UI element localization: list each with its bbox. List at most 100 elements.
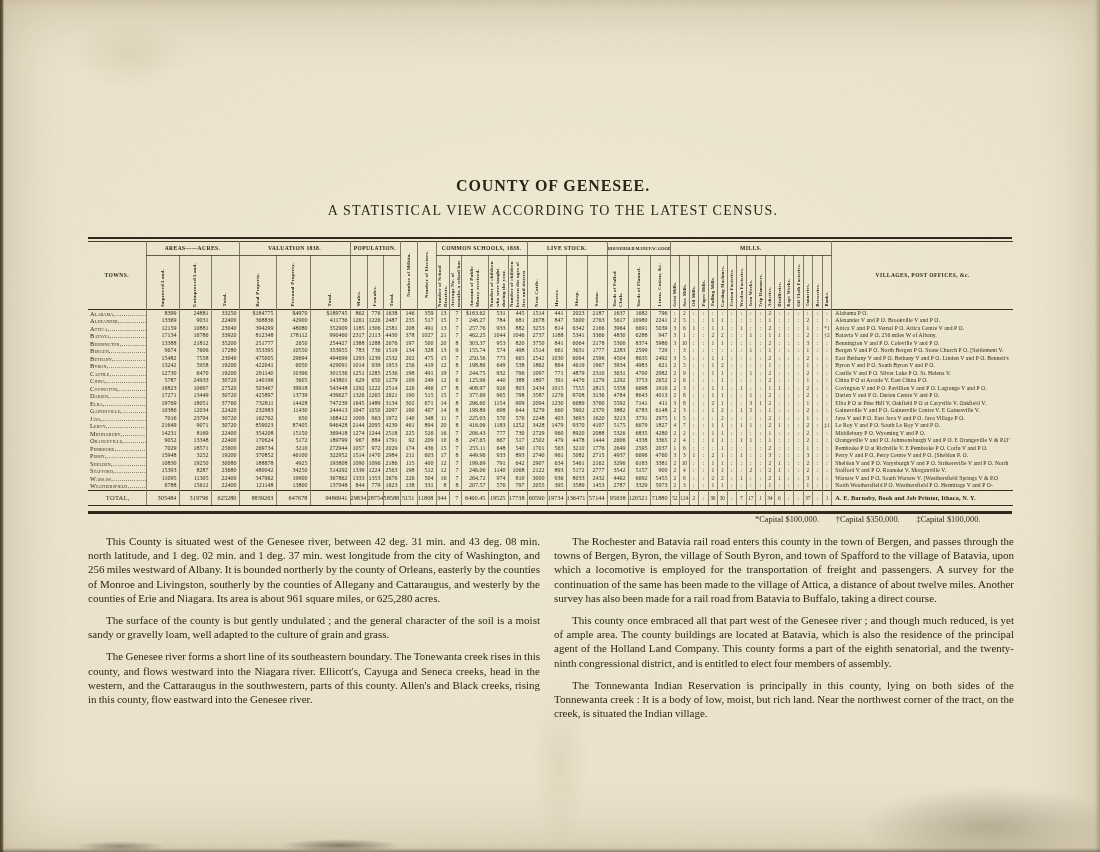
table-cell: 174 [400, 445, 417, 453]
table-cell: 2 [765, 475, 775, 483]
total-cell: 124 [680, 490, 690, 505]
table-cell: 1 [718, 437, 728, 445]
table-cell: 1519 [383, 347, 400, 355]
column-header: Number of children who were taught durin… [488, 255, 508, 309]
table-cell: : [794, 385, 804, 393]
table-cell: 1 [718, 422, 728, 430]
table-cell: 2 [803, 392, 813, 400]
table-cell: 8 [449, 482, 461, 490]
table-cell: 2 [670, 467, 680, 475]
table-cell: 12730 [146, 370, 179, 378]
table-cell: 3366 [587, 332, 607, 340]
column-header: Unimproved Land. [179, 255, 211, 309]
table-cell: 2729 [527, 430, 547, 438]
table-cell: : [708, 377, 718, 385]
table-cell: 461 [400, 422, 417, 430]
table-cell: 198 [400, 370, 417, 378]
table-cell: : [689, 340, 699, 348]
table-cell: 1288 [367, 340, 383, 348]
table-cell: : [822, 475, 832, 483]
villages-cell: Gainesville V and P O. Gainesville Centr… [832, 407, 1013, 415]
table-cell: 21812 [179, 340, 211, 348]
table-cell: 1265 [367, 392, 383, 400]
table-cell: 1827 [650, 422, 670, 430]
table-cell: 1 [765, 430, 775, 438]
table-cell: 2 [718, 362, 728, 370]
table-cell: : [813, 460, 823, 468]
table-cell: : [727, 445, 737, 453]
table-cell: : [727, 317, 737, 325]
table-cell: : [794, 377, 804, 385]
table-cell: 211 [400, 452, 417, 460]
table-cell: : [775, 415, 785, 423]
table-cell: 961 [547, 452, 566, 460]
table-cell: 18051 [179, 400, 211, 408]
table-cell: 16786 [179, 332, 211, 340]
table-cell: 1514 [350, 452, 367, 460]
table-cell: 9052 [146, 437, 179, 445]
column-header: Number of Militia. [400, 241, 417, 309]
table-cell: 1279 [587, 377, 607, 385]
total-cell: 7 [449, 490, 461, 505]
table-cell: 168412 [310, 415, 350, 423]
table-cell: 1 [746, 370, 756, 378]
column-header: Amount of Public Money received. [461, 255, 488, 309]
table-cell: 882 [508, 325, 527, 333]
table-cell: 698 [488, 407, 508, 415]
table-cell: : [756, 460, 766, 468]
column-header: Fulling Mills. [708, 255, 718, 309]
table-cell: 2740 [527, 452, 547, 460]
table-cell: 8 [449, 340, 461, 348]
table-cell: : [813, 415, 823, 423]
table-cell: 1 [708, 437, 718, 445]
table-cell: : [708, 309, 718, 317]
table-cell: : [727, 437, 737, 445]
table-cell: 1 [803, 362, 813, 370]
table-cell: 512 [417, 467, 436, 475]
table-cell: : [813, 309, 823, 317]
table-cell: 208 [400, 325, 417, 333]
table-cell: 2292 [607, 377, 628, 385]
capital-footnote: *Capital $100,000. †Capital $350,000. ‡C… [755, 515, 1015, 524]
table-cell: 563 [547, 445, 566, 453]
table-cell: 3 [670, 325, 680, 333]
table-cell: : [784, 309, 794, 317]
table-cell: 4 [670, 422, 680, 430]
column-header-label: Yards of Flannel. [636, 267, 642, 307]
table-cell: 1 [775, 467, 785, 475]
table-row: Alabama83992488133250$184775$4970$189745… [88, 309, 1013, 317]
total-cell: 9486941 [310, 490, 350, 505]
table-cell: 1 [718, 355, 728, 363]
total-cell: : [794, 490, 804, 505]
table-cell: 347962 [239, 475, 276, 483]
table-cell: 475 [417, 355, 436, 363]
table-cell: : [813, 437, 823, 445]
table-cell: 1 [765, 482, 775, 490]
table-cell: : [689, 467, 699, 475]
table-cell: 1 [718, 317, 728, 325]
table-cell: 1645 [350, 400, 367, 408]
table-cell: 667 [488, 437, 508, 445]
table-cell: : [784, 452, 794, 460]
table-cell: 884 [367, 437, 383, 445]
table-cell: 29694 [276, 355, 310, 363]
table-cell: 2 [670, 370, 680, 378]
table-cell: 729 [650, 347, 670, 355]
table-cell: 394299 [239, 325, 276, 333]
table-cell: 1068 [508, 467, 527, 475]
table-cell: 11430 [276, 407, 310, 415]
table-cell: 3753 [628, 377, 650, 385]
table-cell: 13 [436, 347, 449, 355]
table-cell: : [746, 460, 756, 468]
table-cell: 2186 [383, 460, 400, 468]
table-cell: 1 [775, 475, 785, 483]
table-cell: 1326 [350, 392, 367, 400]
table-cell: 3882 [607, 407, 628, 415]
table-cell: 1 [746, 347, 756, 355]
table-cell: 225 [400, 430, 417, 438]
table-cell: 21 [436, 332, 449, 340]
table-cell: 3136 [587, 392, 607, 400]
table-cell: : [689, 437, 699, 445]
column-header-label: Cotton Factories. [729, 269, 734, 306]
table-cell: : [813, 400, 823, 408]
